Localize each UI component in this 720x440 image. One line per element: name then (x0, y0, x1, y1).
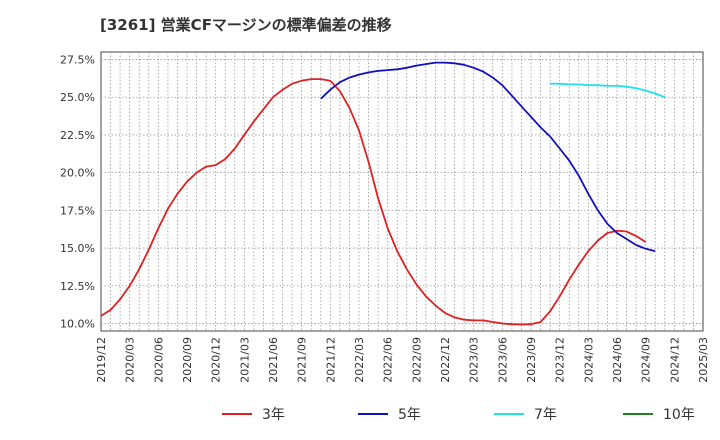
plot-frame (100, 51, 704, 332)
y-tick-label: 27.5% (60, 54, 95, 67)
legend-label-3: 7年 (534, 407, 557, 423)
x-axis: 2019/12 2020/03 2020/06 2020/09 2020/12 2021/… (95, 337, 710, 383)
series-lines (100, 61, 666, 326)
y-tick-label: 17.5% (60, 204, 95, 217)
y-tick-label: 10.0% (60, 317, 95, 330)
chart-title: [3261] 営業CFマージンの標準偏差の推移 (100, 16, 392, 34)
y-tick-label: 20.0% (60, 167, 95, 180)
series-line-3 (550, 82, 666, 99)
y-axis: 10.0% 12.5% 15.0% 17.5% 20.0% 22.5% 25.0% 27.5% (60, 54, 95, 331)
y-tick-label: 25.0% (60, 91, 95, 104)
x-tick-label: 2023/03 (468, 337, 481, 383)
x-tick-label: 2024/03 (582, 337, 595, 383)
x-tick-label: 2021/09 (296, 337, 309, 383)
x-tick-label: 2023/09 (525, 337, 538, 383)
legend-label-1: 3年 (262, 407, 285, 423)
x-tick-label: 2021/12 (324, 337, 337, 383)
x-tick-label: 2020/06 (152, 337, 165, 383)
x-tick-label: 2022/06 (382, 337, 395, 383)
y-tick-label: 22.5% (60, 129, 95, 142)
series-line-1 (100, 78, 647, 326)
x-tick-label: 2019/12 (95, 337, 108, 383)
y-tick-label: 15.0% (60, 242, 95, 255)
x-tick-label: 2020/12 (210, 337, 223, 383)
series-line-2 (320, 61, 656, 252)
x-tick-label: 2020/03 (124, 337, 137, 383)
plot-area (100, 51, 704, 332)
x-tick-label: 2022/12 (439, 337, 452, 383)
x-tick-label: 2020/09 (181, 337, 194, 383)
x-tick-label: 2024/12 (668, 337, 681, 383)
x-tick-label: 2024/09 (640, 337, 653, 383)
legend-label-2: 5年 (398, 407, 421, 423)
legend: 3年 5年 7年 10年 (222, 407, 695, 423)
grid (101, 52, 703, 331)
x-tick-label: 2023/12 (554, 337, 567, 383)
y-tick-label: 12.5% (60, 280, 95, 293)
legend-label-4: 10年 (663, 407, 695, 423)
x-tick-label: 2022/09 (410, 337, 423, 383)
x-tick-label: 2024/06 (611, 337, 624, 383)
x-tick-label: 2025/03 (697, 337, 710, 383)
x-tick-label: 2023/06 (496, 337, 509, 383)
x-tick-label: 2021/03 (238, 337, 251, 383)
x-tick-label: 2022/03 (353, 337, 366, 383)
x-tick-label: 2021/06 (267, 337, 280, 383)
